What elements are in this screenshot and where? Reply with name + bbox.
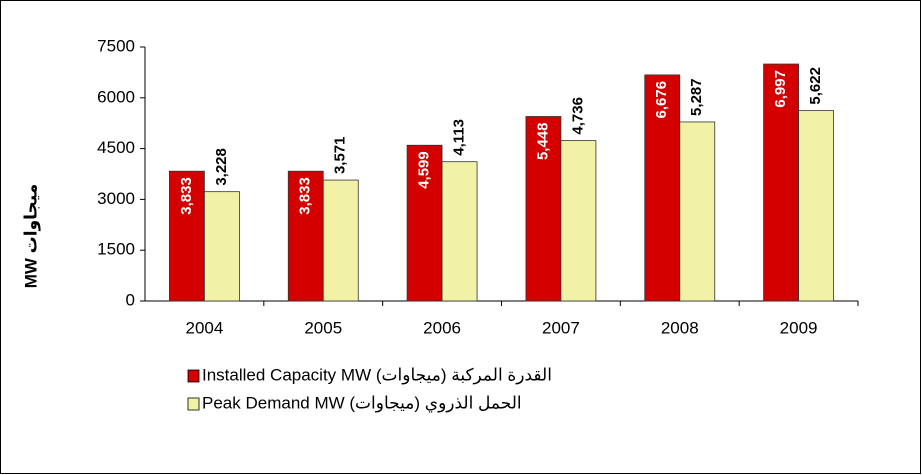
x-tick-label: 2008 <box>661 318 699 337</box>
legend-label: Peak Demand MW الحمل الذروي (ميجاوات) <box>202 393 522 413</box>
legend-swatch <box>187 397 200 411</box>
x-tick-label: 2009 <box>780 318 818 337</box>
bar <box>525 116 562 302</box>
bar <box>204 191 240 302</box>
y-axis-label: MW ميجاوات <box>21 184 41 289</box>
bar <box>441 161 478 302</box>
value-label: 4,736 <box>569 97 586 135</box>
x-tick-label: 2007 <box>542 318 580 337</box>
value-label: 6,676 <box>653 81 670 119</box>
value-label: 4,599 <box>416 151 433 189</box>
y-tick-label: 4500 <box>97 138 135 157</box>
y-tick-label: 3000 <box>97 189 135 208</box>
value-label: 3,833 <box>297 177 314 215</box>
value-label: 6,997 <box>772 70 789 108</box>
value-label: 5,448 <box>534 122 551 160</box>
bar <box>798 110 834 302</box>
bar <box>644 74 681 302</box>
x-tick-label: 2006 <box>423 318 461 337</box>
value-label: 3,571 <box>332 137 349 175</box>
x-tick-label: 2004 <box>186 318 224 337</box>
y-tick-label: 7500 <box>97 36 135 55</box>
y-tick-label: 0 <box>126 290 135 309</box>
y-tick-label: 6000 <box>97 87 135 106</box>
legend-swatch <box>187 369 200 383</box>
bar <box>169 170 205 302</box>
bar <box>322 179 359 302</box>
legend-label: Installed Capacity MW القدرة المركبة (مي… <box>202 365 552 384</box>
value-label: 5,622 <box>807 67 824 105</box>
x-tick-label: 2005 <box>304 318 342 337</box>
value-label: 3,228 <box>213 148 230 186</box>
bar <box>679 121 716 302</box>
value-label: 4,113 <box>451 119 468 156</box>
value-label: 3,833 <box>178 177 195 215</box>
y-tick-label: 1500 <box>97 240 135 259</box>
bar <box>406 144 443 302</box>
bar <box>560 140 597 302</box>
bar <box>287 170 324 302</box>
value-label: 5,287 <box>688 78 705 116</box>
bar <box>763 63 799 302</box>
